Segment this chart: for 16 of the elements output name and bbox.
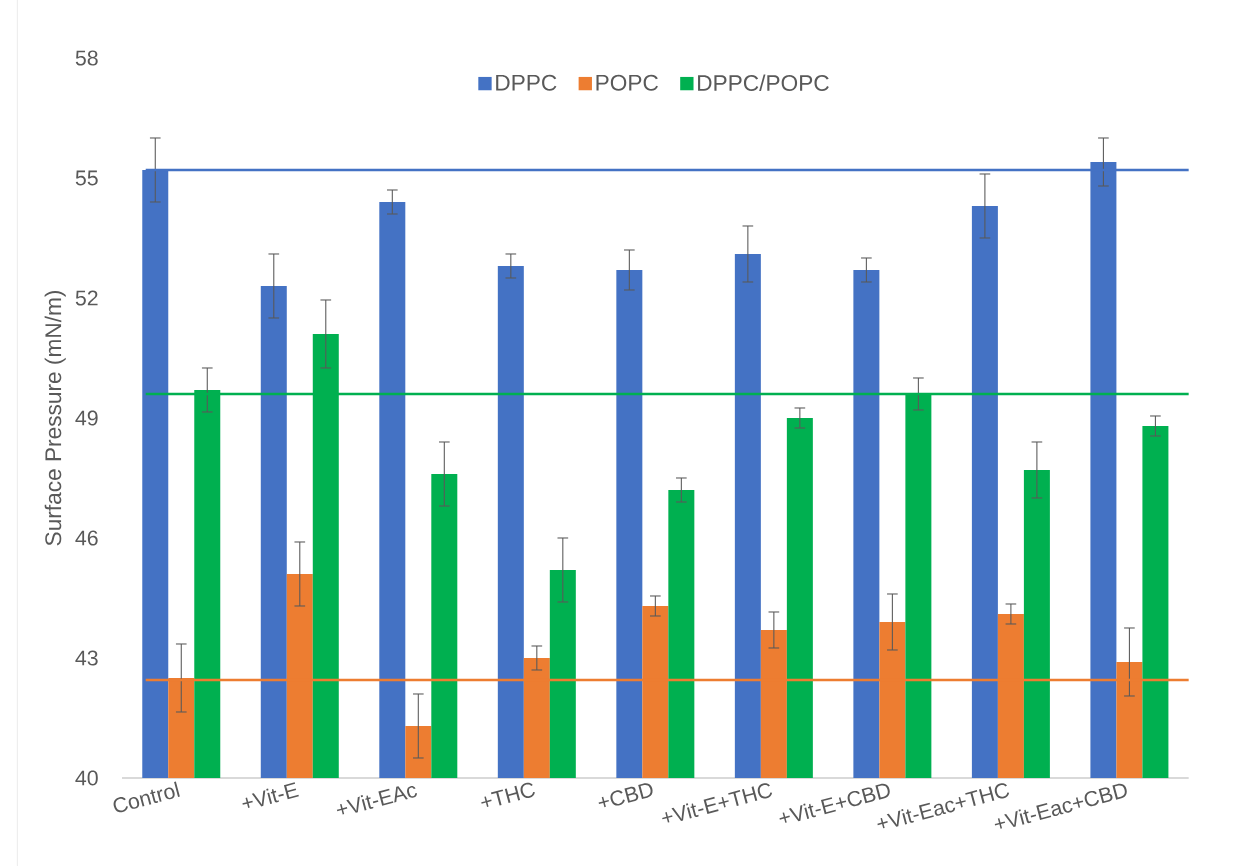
legend-label: DPPC: [496, 74, 557, 91]
x-tick-label: +Vit-EAc: [336, 786, 417, 815]
legend-label: DPPC/POPC: [698, 74, 829, 92]
x-tick-label: +THC: [481, 782, 535, 807]
x-tick-label: +Vit-E: [242, 782, 299, 808]
y-tick-label: 58: [75, 50, 98, 66]
legend-label: POPC: [596, 74, 659, 91]
y-tick-label: 52: [75, 290, 98, 306]
y-axis-title: Surface Pressure (mN/m): [44, 290, 66, 546]
y-tick-label: 49: [75, 410, 98, 426]
x-tick-label: +CBD: [598, 783, 653, 808]
y-tick-label: 43: [75, 650, 98, 666]
x-tick-label: Control: [113, 781, 180, 813]
y-tick-label: 40: [75, 770, 98, 786]
y-tick-label: 46: [75, 530, 98, 546]
y-tick-label: 55: [75, 170, 98, 186]
